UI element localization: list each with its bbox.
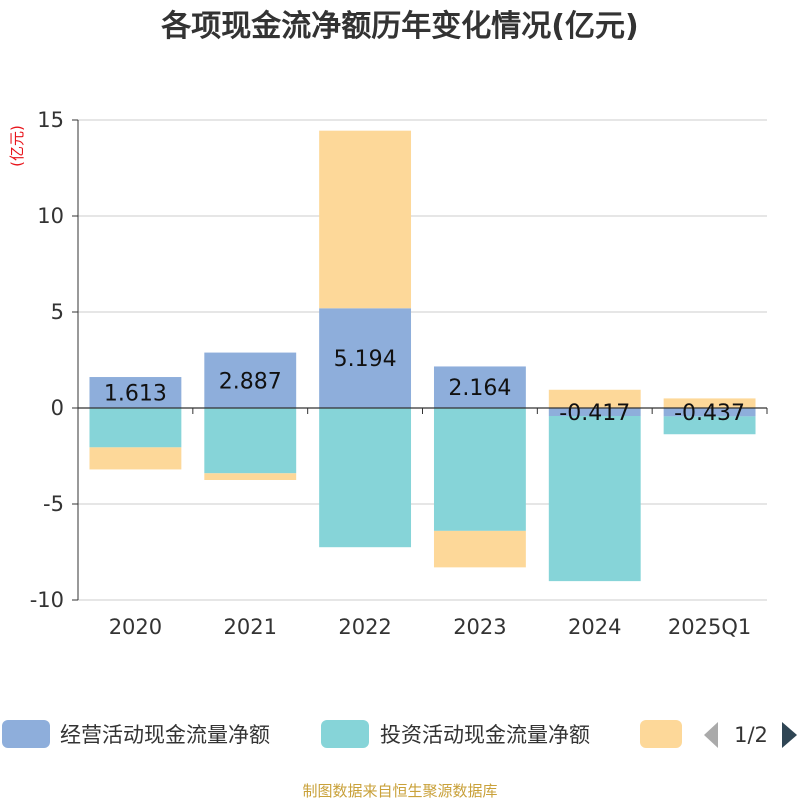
data-label-2021: 2.887: [219, 369, 282, 394]
legend-swatch-third[interactable]: [640, 720, 682, 748]
bar-2020-series-2[interactable]: [89, 447, 182, 470]
bar-2025Q1-series-0[interactable]: [663, 408, 756, 417]
bar-2022-series-0[interactable]: [319, 308, 412, 408]
y-axis-ticks: 15 10 5 0 -5 -10: [30, 108, 78, 612]
data-label-2020: 1.613: [104, 382, 167, 407]
legend-label-investing[interactable]: 投资活动现金流量净额: [380, 723, 590, 747]
grid-lines: [78, 119, 767, 601]
x-tick-label: 2023: [453, 615, 506, 639]
bar-2025Q1-series-1[interactable]: [663, 416, 756, 435]
legend-label-operating[interactable]: 经营活动现金流量净额: [60, 723, 270, 747]
y-tick-label: 5: [51, 300, 64, 324]
y-tick-label: -5: [43, 492, 64, 516]
x-tick-label: 2021: [224, 615, 277, 639]
x-tick-label: 2024: [568, 615, 621, 639]
bar-2023-series-2[interactable]: [433, 530, 526, 568]
bar-2021-series-1[interactable]: [204, 408, 297, 474]
data-label-2024: -0.417: [559, 401, 630, 426]
chart-title: 各项现金流净额历年变化情况(亿元): [160, 9, 638, 44]
bar-2023-series-0[interactable]: [433, 366, 526, 408]
y-tick-label: 10: [37, 204, 64, 228]
axes: [77, 120, 768, 600]
x-tick-label: 2020: [109, 615, 162, 639]
bars: [89, 130, 756, 582]
x-tick-label: 2022: [338, 615, 391, 639]
data-label-2025Q1: -0.437: [674, 401, 745, 426]
legend-prev-page-icon[interactable]: [704, 722, 718, 748]
bar-2024-series-0[interactable]: [548, 408, 641, 417]
bar-2023-series-1[interactable]: [433, 408, 526, 531]
bar-2021-series-2[interactable]: [204, 473, 297, 480]
legend: 经营活动现金流量净额 投资活动现金流量净额 1/2: [2, 720, 797, 748]
legend-swatch-investing[interactable]: [321, 720, 369, 748]
bar-2020-series-0[interactable]: [89, 377, 182, 408]
data-labels: 1.613 2.887 5.194 2.164 -0.417 -0.437: [104, 347, 745, 426]
x-tick-label: 2025Q1: [668, 615, 751, 639]
legend-next-page-icon[interactable]: [782, 722, 797, 748]
legend-page-indicator: 1/2: [734, 723, 768, 747]
x-axis-ticks: 2020 2021 2022 2023 2024 2025Q1: [109, 615, 752, 639]
data-label-2023: 2.164: [448, 376, 511, 401]
bar-2022-series-2[interactable]: [319, 130, 412, 309]
y-tick-label: 0: [51, 396, 64, 420]
y-tick-label: 15: [37, 108, 64, 132]
bar-2021-series-0[interactable]: [204, 352, 297, 408]
legend-swatch-operating[interactable]: [2, 720, 50, 748]
bar-2024-series-2[interactable]: [548, 389, 641, 408]
data-label-2022: 5.194: [334, 347, 397, 372]
bar-2020-series-1[interactable]: [89, 408, 182, 448]
bar-2025Q1-series-2[interactable]: [663, 398, 756, 408]
y-tick-label: -10: [30, 588, 64, 612]
bar-2024-series-1[interactable]: [548, 416, 641, 582]
bar-2022-series-1[interactable]: [319, 408, 412, 548]
data-source-note: 制图数据来自恒生聚源数据库: [302, 782, 497, 800]
y-axis-unit: (亿元): [8, 125, 26, 167]
